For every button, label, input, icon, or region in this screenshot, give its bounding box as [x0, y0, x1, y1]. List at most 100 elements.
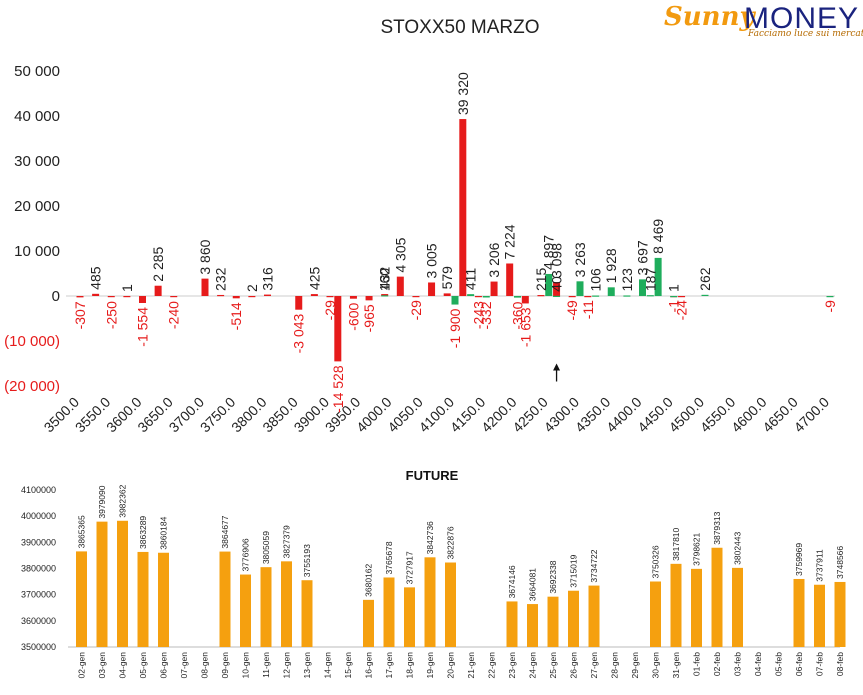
chart1-data-label: -600	[345, 302, 361, 330]
chart2-x-tick-label: 12-gen	[282, 652, 292, 679]
chart2-x-tick-label: 07-gen	[179, 652, 189, 679]
chart2-bar	[158, 552, 169, 647]
chart2-data-label: 3737911	[815, 549, 825, 582]
chart1-bar-red	[201, 278, 209, 296]
logo-money-text: MONEY	[744, 2, 860, 35]
chart2-x-tick-label: 11-gen	[261, 652, 271, 678]
chart1-bar-red	[92, 293, 100, 296]
chart2-bar	[424, 557, 436, 647]
chart2-y-tick-label: 3900000	[21, 537, 56, 547]
chart2-bar	[363, 599, 374, 647]
chart1-bar-red	[584, 296, 592, 298]
chart2-x-tick-label: 10-gen	[241, 652, 251, 679]
chart1-bar-green	[514, 296, 521, 298]
chart1-y-tick-label: 30 000	[14, 153, 60, 170]
chart1-bar-red	[537, 295, 545, 297]
chart2-bar	[650, 581, 661, 647]
chart1-data-label: 3 098	[549, 243, 565, 278]
chart2-data-label: 3727917	[405, 551, 415, 584]
chart1-bar-red	[139, 296, 146, 303]
chart1-data-label: -243	[470, 301, 486, 329]
chart1-data-label: -24	[674, 300, 690, 320]
chart1-data-label: 411	[463, 268, 479, 291]
chart1-bar-red	[365, 296, 373, 301]
chart1-bar-green	[545, 273, 553, 296]
chart2-bar	[691, 568, 702, 647]
sunny-money-logo: Sunny MONEY Facciamo luce sui mercati	[664, 2, 863, 42]
chart2-bar	[137, 551, 149, 647]
chart2-data-label: 3674146	[507, 565, 517, 598]
chart1-bar-red	[217, 294, 225, 297]
chart1-data-label: -11	[580, 300, 596, 319]
chart1-data-label: -307	[72, 301, 88, 329]
chart1-bar-red	[521, 296, 529, 304]
chart2-data-label: 3776906	[241, 538, 251, 571]
chart1-bar-red	[412, 296, 420, 298]
chart2-x-tick-label: 13-gen	[302, 652, 312, 679]
chart2-x-tick-label: 24-gen	[528, 652, 538, 679]
chart1-data-label: 39 320	[455, 72, 471, 115]
chart2-data-label: 3860184	[159, 516, 169, 549]
chart1-data-label: -514	[228, 302, 244, 330]
chart1-bar-red	[490, 281, 498, 296]
chart1-y-tick-label: (20 000)	[4, 378, 60, 395]
chart2-x-tick-label: 09-gen	[220, 652, 230, 679]
chart2-bar	[834, 581, 846, 647]
chart2-x-tick-label: 05-feb	[774, 652, 784, 676]
chart1-bar-red	[107, 296, 115, 298]
chart1-bar-red	[264, 294, 271, 296]
chart2-data-label: 3715019	[569, 554, 579, 587]
chart1-data-label: -1 653	[517, 307, 533, 347]
chart1-bar-green	[701, 294, 709, 297]
logo-tagline: Facciamo luce sui mercati	[748, 29, 863, 39]
chart1-data-label: 7 224	[502, 224, 518, 259]
chart2-x-tick-label: 02-feb	[712, 652, 722, 676]
chart1-bar-red	[310, 294, 318, 296]
chart1-data-label: 123	[619, 268, 635, 292]
chart2-data-label: 3755193	[302, 544, 312, 577]
chart1-y-tick-label: 50 000	[14, 63, 60, 80]
chart1-data-label: 3 005	[424, 243, 440, 278]
chart2-x-tick-label: 15-gen	[343, 652, 353, 679]
chart2-data-label: 3842736	[425, 521, 435, 554]
chart2-data-label: 3748566	[835, 546, 845, 579]
chart1-bar-green	[670, 295, 678, 298]
chart1-data-label: -9	[822, 300, 838, 313]
chart2-y-tick-label: 3600000	[21, 616, 56, 626]
chart2-x-tick-label: 17-gen	[384, 652, 394, 679]
chart2-bar	[383, 577, 395, 647]
chart1-bar-red	[154, 285, 162, 296]
chart2-bar	[76, 551, 87, 647]
chart2-data-label: 3692338	[548, 560, 558, 593]
chart2-y-tick-label: 4000000	[21, 511, 56, 521]
chart2-data-label: 3680162	[364, 563, 374, 596]
chart1-data-label: -965	[361, 304, 377, 332]
chart1-data-label: -3 043	[291, 313, 307, 353]
chart2-x-tick-label: 03-gen	[97, 652, 107, 679]
chart1-x-tick-label: 4700.0	[791, 394, 833, 436]
chart2-x-tick-label: 03-feb	[733, 652, 743, 676]
chart1-bar-green	[639, 279, 646, 296]
chart1-data-label: 187	[642, 268, 658, 292]
chart2-x-tick-label: 19-gen	[425, 652, 435, 679]
chart1-bar-green	[482, 296, 490, 298]
chart1-title: STOXX50 MARZO	[380, 17, 539, 38]
chart2-x-tick-label: 02-gen	[77, 652, 87, 679]
chart2-bar	[568, 590, 579, 647]
chart1-bar-red	[459, 119, 467, 296]
chart2-x-tick-label: 06-feb	[794, 652, 804, 676]
chart1-bar-red	[381, 294, 389, 296]
chart2-data-label: 3664081	[528, 568, 538, 601]
chart2-x-tick-label: 06-gen	[159, 652, 169, 679]
chart2-bar	[281, 561, 292, 647]
chart1-data-label: 1 928	[603, 248, 619, 283]
chart1-data-label: -49	[564, 300, 580, 320]
chart1-data-label: 3 263	[572, 242, 588, 277]
chart1-bar-red	[76, 296, 84, 298]
chart1-bar-green	[553, 295, 561, 298]
chart1-data-label: 40	[549, 276, 565, 292]
chart2-bar	[732, 567, 743, 647]
chart1-bar-green	[623, 295, 631, 297]
chart1-y-tick-label: 40 000	[14, 108, 60, 125]
